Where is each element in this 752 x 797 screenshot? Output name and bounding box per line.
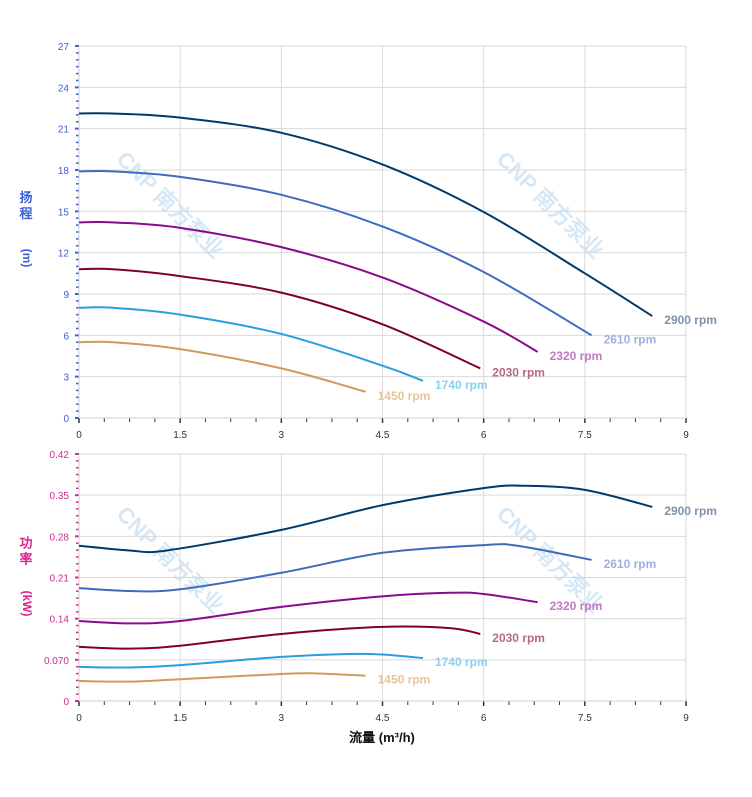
x-tick-label: 3 [279,430,285,441]
y-tick-label: 9 [63,290,69,301]
y-axis-label: 程 [19,206,32,221]
y-tick-label: 0 [63,414,69,425]
y-tick-label: 0.35 [50,491,70,502]
series-label: 1740 rpm [435,655,488,669]
series-label: 1450 rpm [378,389,431,403]
watermark-logo: CNP 南方泵业 [112,501,229,618]
y-axis-label: 功 [19,536,32,551]
series-line-2030-rpm [78,267,481,370]
series-label: 2610 rpm [604,332,657,346]
y-tick-label: 0.42 [50,450,70,461]
y-tick-label: 0.070 [44,656,69,667]
y-tick-label: 6 [63,331,69,342]
y-tick-label: 3 [63,373,69,384]
head-chart: 0 3 6 9 12 15 18 21 24 27 0 1.5 3 4.5 6 7.5 9 扬程 (m) 2900 r… [19,42,716,441]
series-line-2030-rpm [78,625,481,650]
y-tick-label: 27 [58,42,70,53]
series-line-2900-rpm [78,112,653,317]
x-tick-label: 6 [481,713,487,724]
series-line-1450-rpm [78,672,366,683]
series-line-2610-rpm [78,169,593,337]
series-line-1740-rpm [78,306,424,382]
series-line-2610-rpm [78,543,592,593]
y-tick-label: 0 [63,697,69,708]
x-tick-label: 3 [279,713,285,724]
y-tick-label: 18 [58,166,70,177]
series-label: 2610 rpm [604,557,657,571]
y-axis-unit: (m) [20,249,34,268]
x-axis-label: 流量 (m³/h) [349,730,415,745]
x-tick-label: 4.5 [376,430,390,441]
y-tick-label: 21 [58,125,70,136]
series-label: 2900 rpm [664,313,717,327]
x-tick-label: 7.5 [578,430,592,441]
x-tick-label: 7.5 [578,713,592,724]
y-axis-label: 率 [19,552,32,567]
series-line-1740-rpm [78,652,424,669]
y-axis-unit: (kW) [20,591,34,617]
series-label: 2900 rpm [664,504,717,518]
series-label: 2030 rpm [492,365,545,379]
series-line-1450-rpm [78,340,366,393]
series-label: 2030 rpm [492,631,545,645]
y-tick-label: 0.14 [50,615,70,626]
x-tick-label: 9 [683,713,689,724]
y-axis-label: 扬 [19,190,32,205]
series-line-2320-rpm [78,220,539,353]
y-tick-label: 24 [58,83,70,94]
x-tick-label: 0 [76,713,82,724]
y-tick-label: 12 [58,249,70,260]
watermark-logo: CNP 南方泵业 [492,146,609,263]
x-tick-label: 1.5 [173,713,187,724]
series-label: 1740 rpm [435,378,488,392]
y-tick-label: 0.21 [50,574,70,585]
x-tick-label: 1.5 [173,430,187,441]
series-line-2900-rpm [78,484,653,554]
x-tick-label: 0 [76,430,82,441]
series-label: 2320 rpm [550,599,603,613]
x-tick-label: 9 [683,430,689,441]
watermark-logo: CNP 南方泵业 [112,146,229,263]
series-line-2320-rpm [78,591,538,625]
series-label: 2320 rpm [550,349,603,363]
x-tick-label: 4.5 [376,713,390,724]
y-tick-label: 15 [58,207,70,218]
series-label: 1450 rpm [378,673,431,687]
power-chart: 0 0.070 0.14 0.21 0.28 0.35 0.42 0 1.5 3 4.5 6 7.5 9 功… [19,450,716,745]
x-tick-label: 6 [481,430,487,441]
y-tick-label: 0.28 [50,532,70,543]
